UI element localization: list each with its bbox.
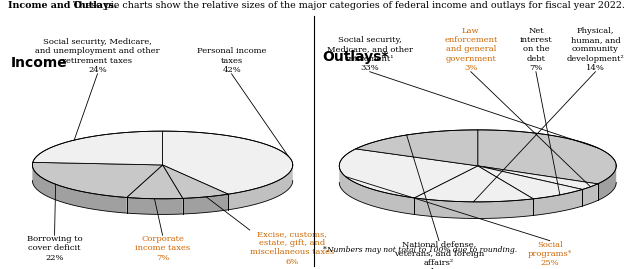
Polygon shape [478, 130, 616, 184]
Polygon shape [127, 197, 183, 214]
Text: Physical,
human, and
community
development²
14%: Physical, human, and community developme… [566, 27, 624, 72]
Text: Law
enforcement
and general
government
3%: Law enforcement and general government 3… [444, 27, 497, 72]
Polygon shape [32, 162, 162, 197]
Polygon shape [598, 167, 616, 200]
Polygon shape [127, 165, 183, 199]
Text: These pie charts show the relative sizes of the major categories of federal inco: These pie charts show the relative sizes… [70, 1, 625, 10]
Text: Corporate
income taxes
7%: Corporate income taxes 7% [135, 235, 190, 262]
Polygon shape [414, 166, 533, 202]
Polygon shape [162, 131, 293, 194]
Polygon shape [183, 194, 228, 214]
Polygon shape [582, 184, 598, 206]
Polygon shape [533, 189, 582, 215]
Polygon shape [340, 149, 478, 198]
Polygon shape [478, 166, 582, 199]
Text: National defense,
veterans, and foreign
affairs²
17%: National defense, veterans, and foreign … [394, 241, 484, 269]
Text: Social security, Medicare,
and unemployment and other
retirement taxes
24%: Social security, Medicare, and unemploym… [35, 38, 160, 74]
Polygon shape [414, 198, 533, 218]
Polygon shape [162, 165, 228, 199]
Text: Outlays*: Outlays* [323, 49, 389, 63]
Polygon shape [32, 131, 162, 165]
Polygon shape [340, 166, 414, 214]
Polygon shape [355, 130, 478, 166]
Text: Income and Outlays.: Income and Outlays. [8, 1, 117, 10]
Text: Excise, customs,
estate, gift, and
miscellaneous taxes
6%: Excise, customs, estate, gift, and misce… [250, 230, 334, 266]
Text: Net
interest
on the
debt
7%: Net interest on the debt 7% [520, 27, 552, 72]
Text: Income: Income [10, 56, 67, 70]
Polygon shape [478, 166, 598, 189]
Polygon shape [228, 165, 293, 210]
Text: Personal income
taxes
42%: Personal income taxes 42% [197, 47, 266, 74]
Polygon shape [32, 165, 127, 213]
Text: Social
programs⁴
25%: Social programs⁴ 25% [527, 241, 572, 267]
Text: Borrowing to
cover deficit
22%: Borrowing to cover deficit 22% [27, 235, 82, 262]
Text: *Numbers may not total to 100% due to rounding.: *Numbers may not total to 100% due to ro… [323, 246, 517, 254]
Text: Social security,
Medicare, and other
retirement¹
33%: Social security, Medicare, and other ret… [327, 36, 413, 72]
